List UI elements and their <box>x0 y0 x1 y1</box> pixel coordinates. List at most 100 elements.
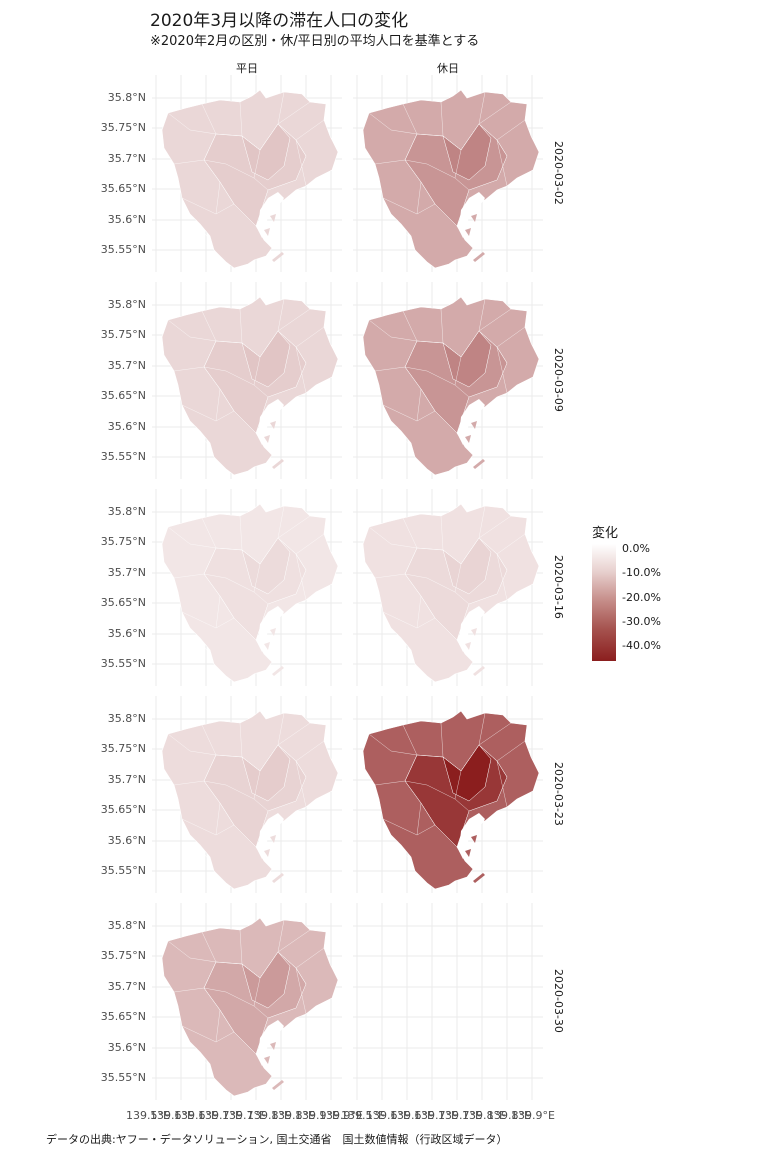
ward-boundary <box>400 430 416 458</box>
ward-boundary <box>368 526 444 551</box>
x-tick-label: 139.9°E <box>319 1109 363 1122</box>
x-tick-label: 139.7°E <box>222 1109 266 1122</box>
tokyo-bay-cutout <box>459 192 485 238</box>
legend-label: -10.0% <box>622 566 661 579</box>
tokyo-bay-cutout <box>459 399 485 445</box>
ward-boundary <box>295 326 325 348</box>
ward-boundary <box>478 712 508 778</box>
ward-boundary <box>167 319 243 344</box>
y-tick-label: 35.6°N <box>107 420 146 433</box>
ward-boundary <box>295 139 307 187</box>
column-strip-weekday: 平日 <box>236 62 258 75</box>
ward-boundary <box>181 197 235 215</box>
tokyo-bay-cutout <box>258 1020 284 1066</box>
y-tick-label: 35.6°N <box>107 1041 146 1054</box>
reclaimed-island <box>270 628 276 636</box>
tokyo-bay-cutout <box>258 606 284 652</box>
ward-boundary <box>277 505 307 571</box>
map-panel <box>353 903 543 1100</box>
y-tick-label: 35.75°N <box>100 328 146 341</box>
ward-boundary <box>460 722 512 772</box>
y-tick-label: 35.8°N <box>107 298 146 311</box>
y-tick-label: 35.7°N <box>107 566 146 579</box>
legend-label: 0.0% <box>622 542 650 555</box>
reclaimed-island <box>264 228 270 236</box>
reclaimed-island <box>465 435 471 443</box>
x-tick-label: 139.7°E <box>198 1109 242 1122</box>
ward-boundary <box>295 119 325 141</box>
ward-boundary <box>295 553 307 601</box>
x-tick-label: 139.6°E <box>366 1109 410 1122</box>
ward-boundary <box>181 404 235 422</box>
reclaimed-island <box>270 1042 276 1050</box>
x-tick-label: 139.6°E <box>174 1109 218 1122</box>
reclaimed-island <box>272 873 284 883</box>
ward-boundary <box>295 947 325 969</box>
tokyo-bay-cutout <box>459 813 485 859</box>
ward-boundary <box>167 526 243 551</box>
ward-boundary <box>400 223 416 251</box>
map-panel <box>152 75 342 272</box>
ward-boundary <box>199 1051 215 1079</box>
ward-boundary <box>478 505 508 571</box>
reclaimed-island <box>473 873 485 883</box>
y-tick-label: 35.8°N <box>107 712 146 725</box>
reclaimed-island <box>264 435 270 443</box>
y-tick-label: 35.75°N <box>100 535 146 548</box>
x-tick-label: 139.8°E <box>271 1109 315 1122</box>
y-tick-label: 35.55°N <box>100 657 146 670</box>
ward-boundary <box>199 223 215 251</box>
ward-boundary <box>181 1025 235 1043</box>
y-tick-label: 35.7°N <box>107 980 146 993</box>
reclaimed-island <box>264 1056 270 1064</box>
ward-boundary <box>277 712 307 778</box>
column-strip-holiday: 休日 <box>437 62 459 75</box>
y-tick-label: 35.6°N <box>107 627 146 640</box>
reclaimed-island <box>473 666 485 676</box>
ward-boundary <box>400 844 416 872</box>
tokyo-bay-cutout <box>459 606 485 652</box>
y-tick-label: 35.55°N <box>100 1071 146 1084</box>
ward-boundary <box>382 611 436 629</box>
legend-title: 変化 <box>592 526 619 541</box>
y-tick-label: 35.65°N <box>100 1010 146 1023</box>
reclaimed-island <box>272 252 284 262</box>
y-tick-label: 35.7°N <box>107 773 146 786</box>
y-tick-label: 35.8°N <box>107 919 146 932</box>
x-tick-label: 139.8°E <box>247 1109 291 1122</box>
ward-boundary <box>496 760 508 808</box>
chart-subtitle: ※2020年2月の区別・休/平日別の平均人口を基準とする <box>150 34 480 49</box>
row-strip-label: 2020-03-30 <box>552 969 565 1033</box>
reclaimed-island <box>465 642 471 650</box>
y-tick-label: 35.75°N <box>100 742 146 755</box>
ward-boundary <box>199 430 215 458</box>
reclaimed-island <box>270 421 276 429</box>
ward-boundary <box>181 611 235 629</box>
ward-boundary <box>478 298 508 364</box>
row-strip-label: 2020-03-02 <box>552 141 565 205</box>
reclaimed-island <box>465 849 471 857</box>
reclaimed-island <box>270 835 276 843</box>
ward-boundary <box>496 533 526 555</box>
map-panel <box>152 282 342 479</box>
ward-boundary <box>295 346 307 394</box>
ward-boundary <box>167 112 243 137</box>
reclaimed-island <box>471 421 477 429</box>
reclaimed-island <box>272 666 284 676</box>
legend-label: -30.0% <box>622 615 661 628</box>
reclaimed-island <box>272 459 284 469</box>
map-panel <box>353 282 543 479</box>
reclaimed-island <box>471 214 477 222</box>
ward-boundary <box>460 308 512 358</box>
x-tick-label: 139.9°E <box>295 1109 339 1122</box>
legend: 変化 0.0% -10.0% -20.0% -30.0% -40.0% <box>592 522 661 661</box>
map-panel <box>353 489 543 686</box>
x-tick-label: 139.7°E <box>414 1109 458 1122</box>
x-tick-label: 139.8°E <box>462 1109 506 1122</box>
y-tick-label: 35.6°N <box>107 213 146 226</box>
y-tick-label: 35.7°N <box>107 152 146 165</box>
ward-boundary <box>259 722 311 772</box>
x-tick-label: 139.6°E <box>150 1109 194 1122</box>
ward-boundary <box>374 780 456 800</box>
ward-boundary <box>277 919 307 985</box>
